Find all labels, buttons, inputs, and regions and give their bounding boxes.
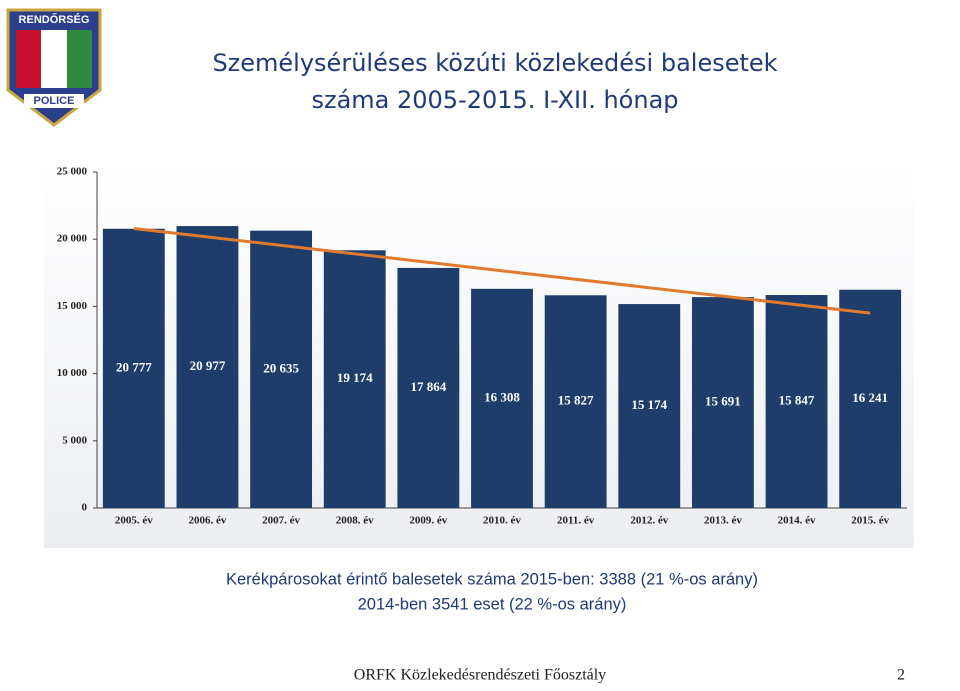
page-number: 2: [897, 667, 905, 684]
x-tick-label: 2010. év: [483, 515, 521, 527]
x-tick-label: 2006. év: [189, 515, 227, 527]
value-label: 19 174: [337, 370, 373, 385]
value-label: 16 308: [484, 389, 520, 404]
bar: [323, 250, 386, 508]
value-label: 15 691: [705, 394, 741, 409]
logo-top: RENDŐRSÉG: [19, 13, 90, 26]
y-tick-label: 0: [82, 502, 88, 514]
y-tick-label: 25 000: [57, 166, 88, 178]
value-label: 15 847: [779, 392, 815, 407]
footer-text: ORFK Közlekedésrendészeti Főosztály: [354, 667, 606, 684]
bar: [471, 288, 533, 508]
bar: [691, 297, 754, 508]
bar: [176, 226, 239, 508]
bar: [618, 304, 681, 508]
note-line: Kerékpárosokat érintő balesetek száma 20…: [226, 570, 758, 588]
y-tick-label: 15 000: [57, 300, 88, 312]
value-label: 15 827: [558, 393, 594, 408]
value-label: 20 777: [116, 359, 152, 374]
x-tick-label: 2015. év: [851, 515, 889, 527]
x-tick-label: 2005. év: [115, 515, 153, 527]
trendline: [133, 226, 871, 315]
value-label: 15 174: [631, 397, 667, 412]
title-line: Személysérüléses közúti közlekedési bale…: [212, 49, 777, 77]
y-tick-label: 10 000: [57, 367, 88, 379]
note-line: 2014-ben 3541 eset (22 %-os arány): [358, 595, 627, 613]
logo: RENDŐRSÉG POLICE: [6, 8, 102, 127]
y-tick-label: 5 000: [62, 434, 87, 446]
x-tick-label: 2007. év: [262, 515, 300, 527]
x-tick-label: 2014. év: [778, 515, 816, 527]
y-tick-label: 20 000: [57, 233, 88, 245]
title-line: száma 2005-2015. I-XII. hónap: [311, 86, 678, 114]
x-tick-label: 2011. év: [557, 515, 595, 527]
bar: [544, 295, 607, 508]
value-label: 16 241: [852, 390, 888, 405]
value-label: 17 864: [410, 379, 446, 394]
bar: [102, 228, 165, 508]
value-label: 20 635: [263, 360, 299, 375]
logo-bottom: POLICE: [34, 95, 75, 107]
x-tick-label: 2013. év: [704, 515, 742, 527]
bar: [839, 289, 902, 508]
bar: [765, 295, 828, 508]
x-tick-label: 2008. év: [336, 515, 374, 527]
value-label: 20 977: [190, 358, 226, 373]
bar: [397, 267, 460, 508]
bar: [250, 230, 313, 509]
x-tick-label: 2012. év: [630, 515, 668, 527]
x-tick-label: 2009. év: [409, 515, 447, 527]
